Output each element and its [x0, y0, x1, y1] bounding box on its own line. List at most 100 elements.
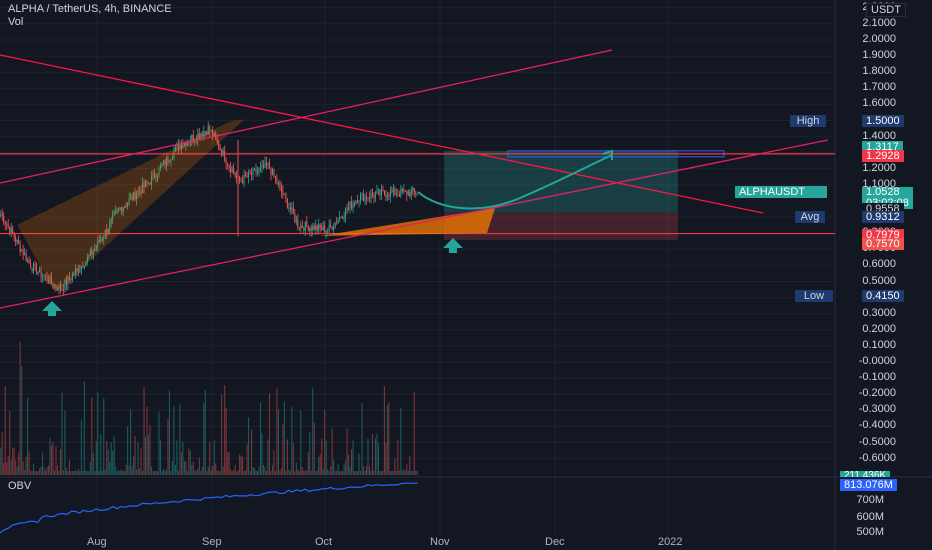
- candle-body: [62, 289, 64, 290]
- volume-bar: [128, 465, 130, 475]
- candle-body: [325, 231, 327, 233]
- volume-bar: [100, 434, 102, 475]
- candle-body: [85, 261, 87, 267]
- volume-bar: [216, 470, 218, 475]
- volume-bar: [362, 466, 365, 475]
- volume-bar: [374, 438, 376, 475]
- currency-label[interactable]: USDT: [866, 3, 906, 17]
- candle-body: [209, 126, 211, 131]
- candle-body: [357, 200, 359, 203]
- volume-bar: [230, 469, 232, 475]
- volume-bar: [304, 470, 306, 475]
- price-tick-label: 0.1000: [862, 338, 896, 351]
- candle-body: [52, 282, 54, 287]
- candle-body: [206, 131, 208, 135]
- candle-body: [213, 133, 215, 137]
- candle-body: [153, 173, 156, 178]
- volume-bar: [109, 462, 111, 475]
- volume-bar: [13, 448, 15, 475]
- obv-value-badge: 813.076M: [840, 479, 897, 491]
- volume-bar: [82, 471, 84, 475]
- candle-body: [261, 165, 263, 168]
- obv-tick-label: 600M: [856, 511, 884, 523]
- volume-bar: [277, 409, 279, 475]
- volume-bar: [333, 460, 335, 475]
- candle-body: [256, 171, 259, 174]
- volume-bar: [177, 470, 179, 475]
- volume-bar: [416, 470, 418, 475]
- volume-bar: [340, 470, 342, 475]
- candle-body: [374, 193, 376, 198]
- candle-body: [389, 190, 391, 197]
- volume-bar: [276, 388, 278, 475]
- candle-body: [19, 243, 21, 252]
- candle-body: [186, 141, 188, 146]
- candle-body: [252, 169, 254, 176]
- volume-bar: [292, 443, 294, 475]
- volume-bar: [148, 434, 150, 475]
- candle-body: [309, 228, 311, 232]
- resistance-price-badge: 1.2928: [862, 150, 904, 162]
- price-tick-label: -0.6000: [858, 451, 896, 464]
- volume-bar: [85, 470, 87, 475]
- volume-bar: [0, 447, 2, 475]
- candle-body: [340, 217, 342, 219]
- candle-body: [71, 274, 73, 280]
- volume-bar: [319, 453, 321, 475]
- candle-body: [77, 269, 79, 273]
- volume-bar: [86, 470, 88, 475]
- candle-body: [303, 227, 305, 231]
- candle-body: [149, 182, 151, 185]
- candle-body: [176, 144, 178, 147]
- target-zone: [444, 150, 678, 213]
- volume-bar: [283, 401, 285, 475]
- candle-body: [101, 238, 103, 240]
- volume-bar: [24, 470, 26, 475]
- candle-body: [339, 217, 341, 220]
- candle-body: [185, 141, 187, 146]
- candle-body: [86, 257, 88, 262]
- volume-bar: [42, 452, 44, 475]
- volume-bar: [286, 439, 288, 475]
- volume-bar: [47, 465, 50, 475]
- volume-bar: [368, 466, 371, 475]
- volume-bar: [73, 471, 75, 475]
- volume-bar: [95, 441, 97, 475]
- low-value: 0.4150: [862, 290, 904, 302]
- volume-bar: [97, 391, 99, 475]
- price-tick-label: 2.1000: [862, 16, 896, 29]
- volume-bar: [256, 471, 259, 475]
- volume-indicator-label: Vol: [8, 16, 24, 28]
- volume-bar: [361, 403, 363, 475]
- candle-body: [73, 274, 75, 276]
- candle-body: [0, 213, 2, 215]
- volume-bar: [321, 438, 323, 475]
- volume-bar: [373, 470, 375, 475]
- candle-body: [179, 144, 181, 150]
- volume-bar: [306, 470, 308, 475]
- volume-bar: [164, 471, 166, 475]
- price-tick-label: 0.6000: [862, 258, 896, 271]
- candle-body: [134, 191, 136, 200]
- candle-body: [328, 224, 330, 231]
- volume-bar: [159, 440, 162, 475]
- candle-body: [394, 188, 396, 196]
- volume-bar: [140, 448, 142, 475]
- candle-body: [349, 202, 351, 208]
- candle-body: [70, 279, 72, 281]
- volume-bar: [1, 432, 3, 475]
- volume-bar: [185, 461, 187, 475]
- volume-bar: [192, 461, 194, 475]
- candle-body: [346, 208, 348, 210]
- candle-body: [288, 207, 290, 209]
- volume-bar: [385, 442, 387, 475]
- candle-body: [67, 277, 69, 286]
- volume-bar: [27, 398, 29, 475]
- volume-bar: [76, 470, 78, 475]
- volume-bar: [62, 470, 64, 475]
- projection-curve: [417, 154, 613, 210]
- price-tick-label: -0.2000: [858, 387, 896, 400]
- volume-bar: [391, 470, 393, 475]
